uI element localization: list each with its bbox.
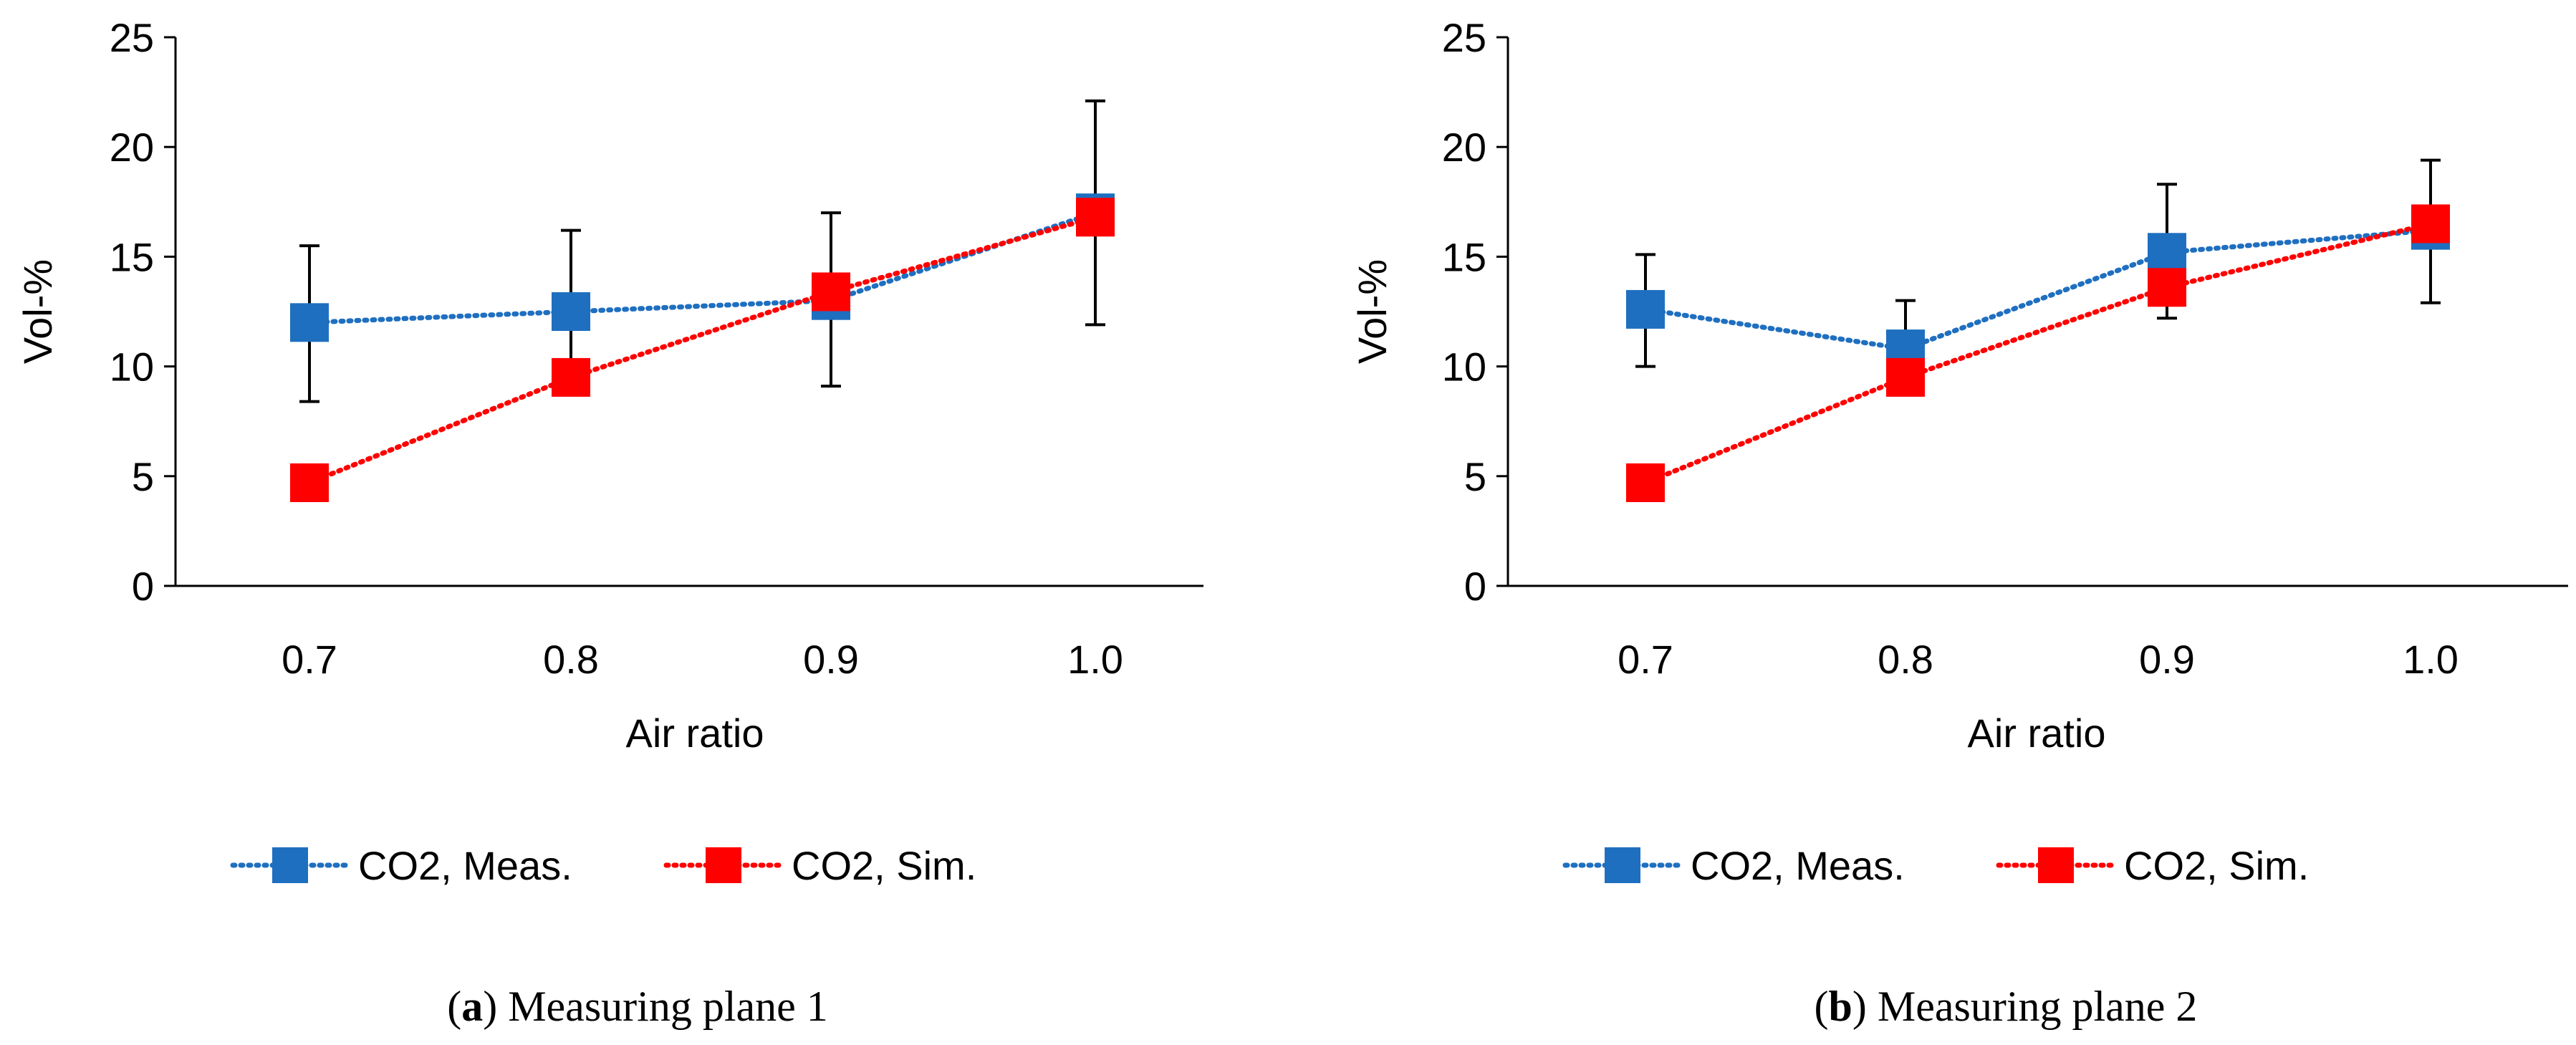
series-sim-point — [290, 463, 329, 502]
x-tick-label: 0.9 — [2139, 637, 2195, 682]
y-tick-label: 25 — [110, 15, 154, 60]
y-axis-title: Vol-% — [15, 259, 60, 364]
series-sim-point — [2411, 204, 2450, 244]
series-sim-line — [307, 214, 1098, 486]
y-tick-label: 0 — [132, 564, 154, 609]
x-tick-label: 1.0 — [1067, 637, 1123, 682]
y-tick-label: 5 — [132, 454, 154, 499]
series-sim-point — [2148, 268, 2186, 307]
caption-b: (b) Measuring plane 2 — [1815, 983, 2198, 1030]
legend-item-meas: CO2, Meas. — [230, 843, 572, 888]
legend-marker-meas — [272, 847, 308, 883]
legend-item-sim: CO2, Sim. — [1996, 843, 2309, 888]
caption-text-b: Measuring plane 2 — [1878, 983, 2198, 1030]
series-sim-point — [1626, 463, 1665, 502]
y-tick-label: 15 — [1442, 234, 1486, 279]
x-tick-label: 0.8 — [1878, 637, 1933, 682]
series-meas-point — [552, 292, 590, 331]
legend: CO2, Meas. CO2, Sim. — [230, 843, 976, 888]
caption-a: (a) Measuring plane 1 — [447, 983, 828, 1030]
legend-label-sim: CO2, Sim. — [792, 843, 976, 888]
caption-letter-a: a — [461, 983, 483, 1030]
series-sim-point — [812, 272, 850, 312]
x-tick-label: 0.7 — [282, 637, 337, 682]
legend-marker-meas — [1605, 847, 1640, 883]
x-tick-label: 1.0 — [2403, 637, 2459, 682]
caption-letter-b: b — [1829, 983, 1852, 1030]
x-axis-title: Air ratio — [1968, 711, 2106, 756]
series-sim-point — [552, 357, 590, 397]
x-axis-title: Air ratio — [626, 711, 764, 756]
y-tick-label: 15 — [110, 234, 154, 279]
legend: CO2, Meas. CO2, Sim. — [1562, 843, 2309, 888]
series-meas-point — [2148, 233, 2186, 272]
legend-label-meas: CO2, Meas. — [358, 843, 572, 888]
caption-text-a: Measuring plane 1 — [508, 983, 828, 1030]
x-tick-label: 0.8 — [543, 637, 599, 682]
series-meas-point — [290, 303, 329, 342]
series-meas-line — [307, 210, 1098, 325]
y-tick-label: 10 — [110, 345, 154, 390]
series-meas-point — [1626, 289, 1665, 329]
legend-item-meas: CO2, Meas. — [1562, 843, 1905, 888]
y-tick-label: 0 — [1464, 564, 1486, 609]
legend-item-sim: CO2, Sim. — [663, 843, 976, 888]
legend-marker-sim — [706, 847, 741, 883]
y-tick-label: 20 — [1442, 125, 1486, 170]
legend-marker-sim — [2038, 847, 2074, 883]
series-sim-point — [1076, 198, 1115, 237]
legend-label-sim: CO2, Sim. — [2124, 843, 2309, 888]
series-sim-point — [1886, 357, 1925, 397]
series-sim-line — [1643, 221, 2433, 486]
series-meas-line — [1643, 228, 2433, 352]
y-tick-label: 5 — [1464, 454, 1486, 499]
y-axis-title: Vol-% — [1350, 259, 1395, 364]
x-tick-label: 0.9 — [803, 637, 859, 682]
y-tick-label: 20 — [110, 125, 154, 170]
y-tick-label: 10 — [1442, 345, 1486, 390]
y-tick-label: 25 — [1442, 15, 1486, 60]
x-tick-label: 0.7 — [1618, 637, 1673, 682]
legend-label-meas: CO2, Meas. — [1691, 843, 1905, 888]
